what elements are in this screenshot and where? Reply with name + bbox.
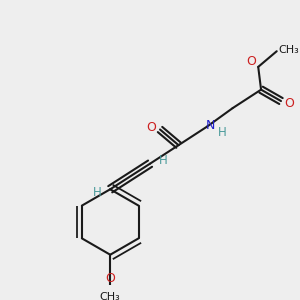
Text: O: O — [246, 55, 256, 68]
Text: N: N — [206, 119, 215, 132]
Text: H: H — [218, 126, 227, 139]
Text: O: O — [105, 272, 115, 285]
Text: CH₃: CH₃ — [100, 292, 121, 300]
Text: O: O — [146, 121, 156, 134]
Text: H: H — [93, 186, 102, 199]
Text: O: O — [285, 97, 295, 110]
Text: H: H — [158, 154, 167, 167]
Text: CH₃: CH₃ — [278, 45, 299, 55]
